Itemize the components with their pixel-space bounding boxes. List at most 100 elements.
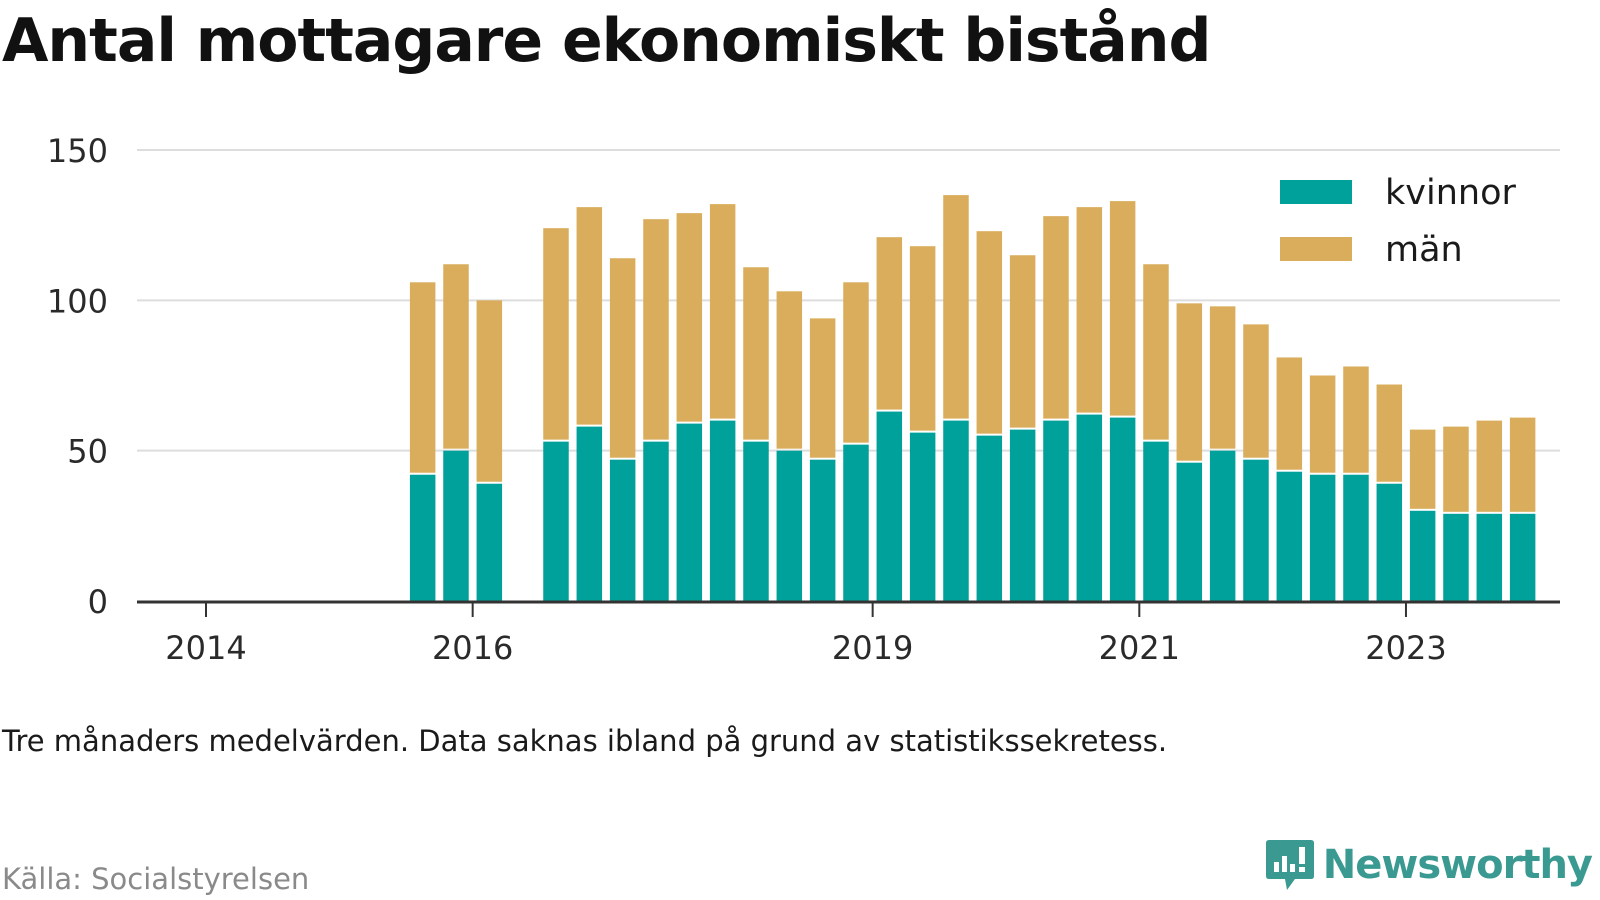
bar-man	[1009, 255, 1036, 428]
bar-kvinnor	[909, 432, 936, 601]
bar-group-2017Q3	[676, 213, 703, 601]
bar-kvinnor	[543, 441, 569, 601]
legend-label: kvinnor	[1385, 173, 1516, 213]
legend: kvinnor män	[1280, 173, 1516, 270]
bar-group-2022Q4	[1376, 384, 1403, 601]
bar-group-2018Q2	[776, 291, 803, 601]
bar-kvinnor	[776, 450, 803, 601]
bar-man	[1476, 420, 1503, 512]
bar-man	[743, 267, 769, 440]
bar-group-2022Q3	[1343, 366, 1369, 601]
bar-kvinnor	[609, 459, 636, 601]
bar-kvinnor	[443, 450, 469, 601]
source-label: Källa: Socialstyrelsen	[2, 862, 310, 896]
bar-kvinnor	[1476, 513, 1503, 601]
bar-group-2015Q4	[443, 264, 469, 601]
bar-kvinnor	[1109, 417, 1136, 601]
bar-group-2023Q3	[1476, 420, 1503, 601]
x-tick-label: 2021	[1099, 629, 1180, 667]
x-tick-label: 2023	[1365, 629, 1446, 667]
bar-group-2020Q2	[1043, 216, 1069, 601]
bar-kvinnor	[1209, 450, 1236, 601]
bar-kvinnor	[643, 441, 669, 601]
bar-man	[1143, 264, 1169, 440]
bar-group-2022Q1	[1276, 357, 1303, 601]
bar-kvinnor	[1409, 510, 1436, 601]
newsworthy-logo-icon	[1265, 840, 1314, 890]
chart-title: Antal mottagare ekonomiskt bistånd	[2, 6, 1211, 76]
bar-group-2017Q4	[709, 204, 736, 601]
bar-man	[1176, 303, 1203, 461]
bar-man	[1409, 429, 1436, 509]
bar-kvinnor	[943, 420, 969, 601]
bar-kvinnor	[1376, 483, 1403, 601]
bar-kvinnor	[476, 483, 503, 601]
bar-group-2016Q1	[476, 300, 503, 601]
bar-man	[1076, 207, 1103, 413]
bar-group-2016Q3	[543, 228, 569, 601]
bar-kvinnor	[809, 459, 836, 601]
bar-man	[1276, 357, 1303, 470]
brand-logo: Newsworthy	[1265, 838, 1593, 892]
bar-man	[576, 207, 603, 425]
bar-man	[943, 195, 969, 419]
bar-man	[609, 258, 636, 458]
bar-kvinnor	[1243, 459, 1269, 601]
bar-man	[1309, 375, 1336, 473]
bar-group-2022Q2	[1309, 375, 1336, 601]
y-tick-label: 100	[47, 282, 108, 320]
bar-kvinnor	[1143, 441, 1169, 601]
legend-label: män	[1385, 230, 1463, 270]
y-axis-labels: 0 50 100 150	[47, 132, 108, 621]
bar-kvinnor	[1509, 513, 1536, 601]
bars	[409, 195, 1536, 601]
bar-group-2020Q3	[1076, 207, 1103, 601]
bar-group-2015Q3	[409, 282, 436, 601]
bar-kvinnor	[1076, 414, 1103, 601]
legend-swatch-man	[1280, 237, 1352, 261]
bar-kvinnor	[976, 435, 1003, 601]
bar-group-2021Q2	[1176, 303, 1203, 601]
bar-kvinnor	[843, 444, 869, 601]
bar-group-2021Q3	[1209, 306, 1236, 601]
x-tick-label: 2014	[165, 629, 246, 667]
bar-kvinnor	[1309, 474, 1336, 601]
bar-kvinnor	[1176, 462, 1203, 601]
bar-kvinnor	[1009, 429, 1036, 601]
bar-group-2023Q2	[1443, 426, 1469, 601]
bar-group-2021Q4	[1243, 324, 1269, 601]
brand-name: Newsworthy	[1322, 842, 1593, 888]
bar-group-2020Q4	[1109, 201, 1136, 601]
bar-man	[1243, 324, 1269, 458]
bar-man	[909, 246, 936, 431]
bar-group-2018Q3	[809, 318, 836, 601]
bar-kvinnor	[409, 474, 436, 601]
bar-group-2023Q4	[1509, 417, 1536, 601]
bar-man	[443, 264, 469, 449]
bar-man	[809, 318, 836, 458]
bar-group-2018Q4	[843, 282, 869, 601]
bar-man	[1376, 384, 1403, 482]
bar-man	[1109, 201, 1136, 416]
bar-group-2023Q1	[1409, 429, 1436, 601]
x-axis-ticks: 2014 2016 2019 2021 2023	[165, 602, 1447, 667]
bar-man	[1343, 366, 1369, 473]
bar-group-2020Q1	[1009, 255, 1036, 601]
bar-kvinnor	[1443, 513, 1469, 601]
chart-area: 0 50 100 150 2014 2016 2019 2021 2023 kvinnor mä…	[47, 132, 1560, 667]
bar-man	[709, 204, 736, 419]
bar-man	[1509, 417, 1536, 512]
y-tick-label: 150	[47, 132, 108, 170]
y-tick-label: 50	[67, 433, 108, 471]
bar-man	[1443, 426, 1469, 512]
bar-kvinnor	[743, 441, 769, 601]
bar-man	[643, 219, 669, 440]
bar-group-2019Q4	[976, 231, 1003, 601]
bar-group-2016Q4	[576, 207, 603, 601]
bar-kvinnor	[709, 420, 736, 601]
y-tick-label: 0	[88, 583, 108, 621]
bar-kvinnor	[1043, 420, 1069, 601]
bar-man	[409, 282, 436, 473]
bar-kvinnor	[576, 426, 603, 601]
bar-man	[676, 213, 703, 422]
